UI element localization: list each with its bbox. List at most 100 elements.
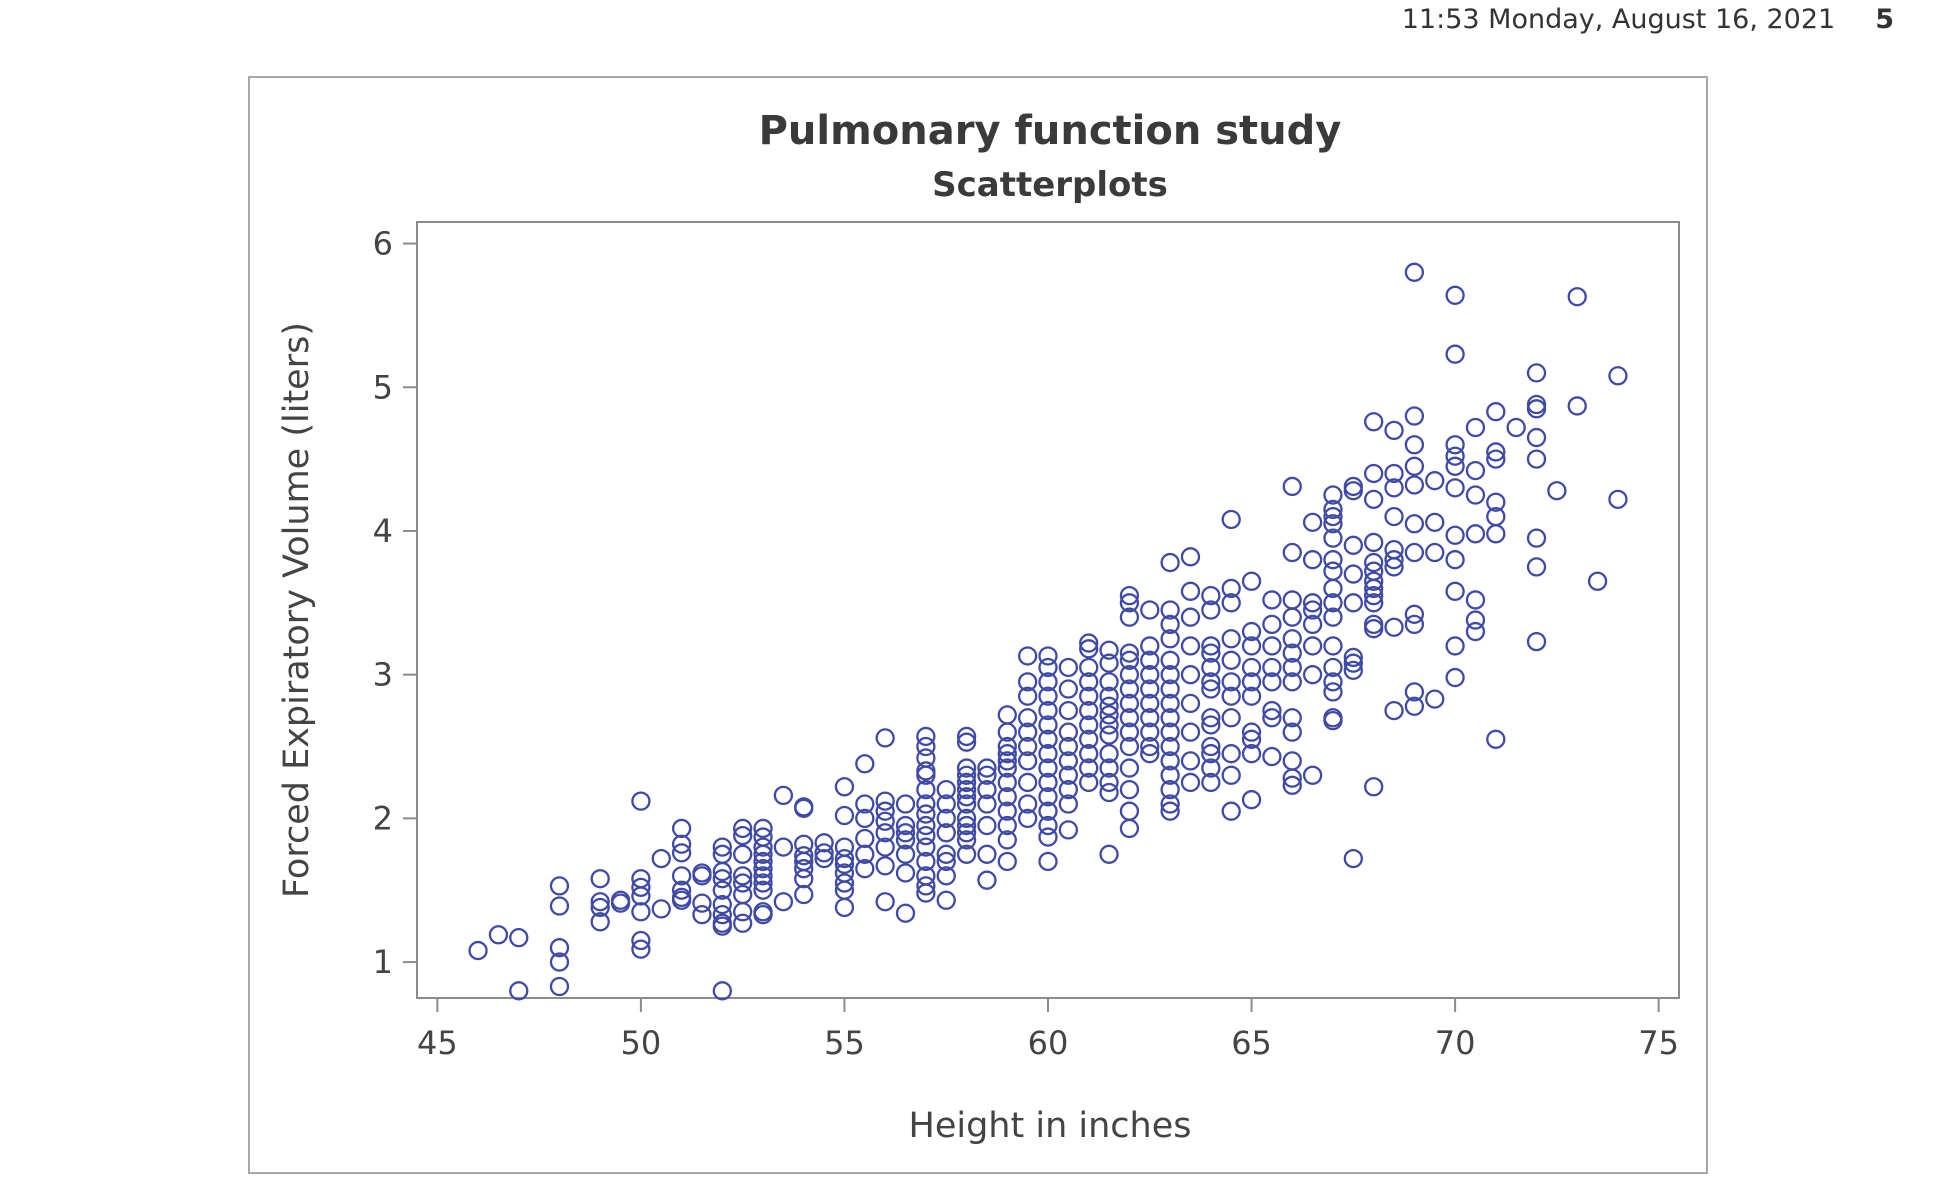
data-point	[1201, 585, 1221, 606]
data-point	[692, 905, 712, 925]
data-point	[1364, 777, 1384, 797]
data-point	[1425, 689, 1445, 709]
data-point	[1364, 552, 1384, 573]
data-point	[1160, 600, 1180, 620]
data-point	[1079, 758, 1099, 778]
data-point	[1343, 593, 1363, 613]
data-point	[1241, 657, 1262, 678]
data-point	[916, 851, 936, 872]
data-point	[1364, 578, 1384, 599]
data-point	[1282, 643, 1302, 663]
data-point	[1241, 672, 1262, 692]
data-point	[1241, 744, 1262, 764]
data-point	[1140, 708, 1160, 728]
data-point	[1364, 614, 1384, 635]
data-point	[651, 899, 671, 919]
data-point	[1140, 679, 1160, 699]
data-point	[1038, 744, 1058, 764]
data-point	[916, 825, 936, 846]
data-point	[1140, 693, 1160, 714]
data-point	[1526, 399, 1547, 419]
data-point	[1486, 524, 1506, 544]
data-point	[997, 801, 1017, 821]
data-point	[1099, 640, 1119, 660]
data-point	[1323, 672, 1343, 692]
data-point	[1404, 475, 1425, 495]
data-point	[712, 905, 732, 925]
data-point	[733, 902, 753, 922]
data-point	[1017, 772, 1038, 793]
data-point	[1404, 435, 1425, 455]
data-point	[1119, 650, 1140, 670]
data-point	[1364, 571, 1384, 591]
data-point	[753, 880, 773, 900]
data-point	[1058, 820, 1079, 840]
data-point	[1506, 417, 1526, 438]
data-point	[1323, 593, 1343, 613]
data-point	[1323, 682, 1343, 702]
data-point	[1343, 653, 1363, 673]
data-point	[1567, 287, 1587, 307]
data-point	[1038, 827, 1058, 847]
data-point	[936, 794, 956, 814]
chart-subtitle: Scatterplots	[932, 165, 1168, 205]
data-point	[1160, 765, 1180, 785]
data-point	[1119, 708, 1140, 728]
data-point	[1201, 600, 1221, 620]
data-point	[1404, 514, 1425, 534]
data-point	[1099, 696, 1119, 716]
data-point	[1384, 539, 1404, 560]
data-point	[773, 837, 794, 857]
data-point	[1119, 585, 1140, 606]
data-point	[773, 785, 794, 806]
data-point	[1282, 672, 1302, 692]
data-point	[1119, 818, 1140, 839]
data-point	[631, 791, 651, 811]
data-point	[1038, 801, 1058, 821]
data-point	[1099, 686, 1119, 706]
y-axis-label: Forced Expiratory Volume (liters)	[277, 322, 317, 898]
data-point	[1384, 557, 1404, 577]
data-point	[956, 726, 977, 747]
data-point	[671, 834, 692, 854]
data-point	[997, 744, 1017, 764]
data-point	[1364, 593, 1384, 613]
data-point	[1262, 590, 1282, 610]
data-point	[1119, 679, 1140, 699]
data-point	[1017, 808, 1038, 829]
data-point	[956, 830, 977, 850]
data-point	[1119, 693, 1140, 714]
data-point	[1526, 557, 1547, 577]
data-point	[549, 896, 570, 916]
data-point	[753, 818, 773, 839]
data-point	[671, 866, 692, 886]
data-point	[916, 736, 936, 757]
data-point	[1302, 765, 1323, 785]
data-point	[834, 777, 855, 797]
data-point	[1201, 736, 1221, 757]
data-point	[1079, 657, 1099, 678]
header-datetime: 11:53 Monday, August 16, 2021	[1401, 4, 1836, 35]
data-point	[1180, 665, 1201, 685]
data-point	[1119, 758, 1140, 778]
data-point	[1079, 715, 1099, 735]
data-point	[956, 787, 977, 807]
data-point	[794, 869, 814, 889]
data-point	[1201, 708, 1221, 728]
data-point	[1038, 758, 1058, 778]
data-point	[855, 844, 875, 864]
data-point	[1323, 607, 1343, 627]
y-tick-label: 1	[373, 943, 393, 981]
data-point	[1526, 528, 1547, 548]
data-point	[1526, 427, 1547, 448]
data-point	[1465, 621, 1486, 642]
data-point	[1486, 449, 1506, 469]
data-point	[997, 705, 1017, 725]
data-point	[549, 976, 570, 997]
data-point	[916, 794, 936, 814]
data-point	[895, 903, 916, 923]
data-point	[590, 869, 610, 889]
plot-area	[416, 221, 1680, 999]
data-point	[1343, 481, 1363, 501]
data-point	[1038, 672, 1058, 692]
